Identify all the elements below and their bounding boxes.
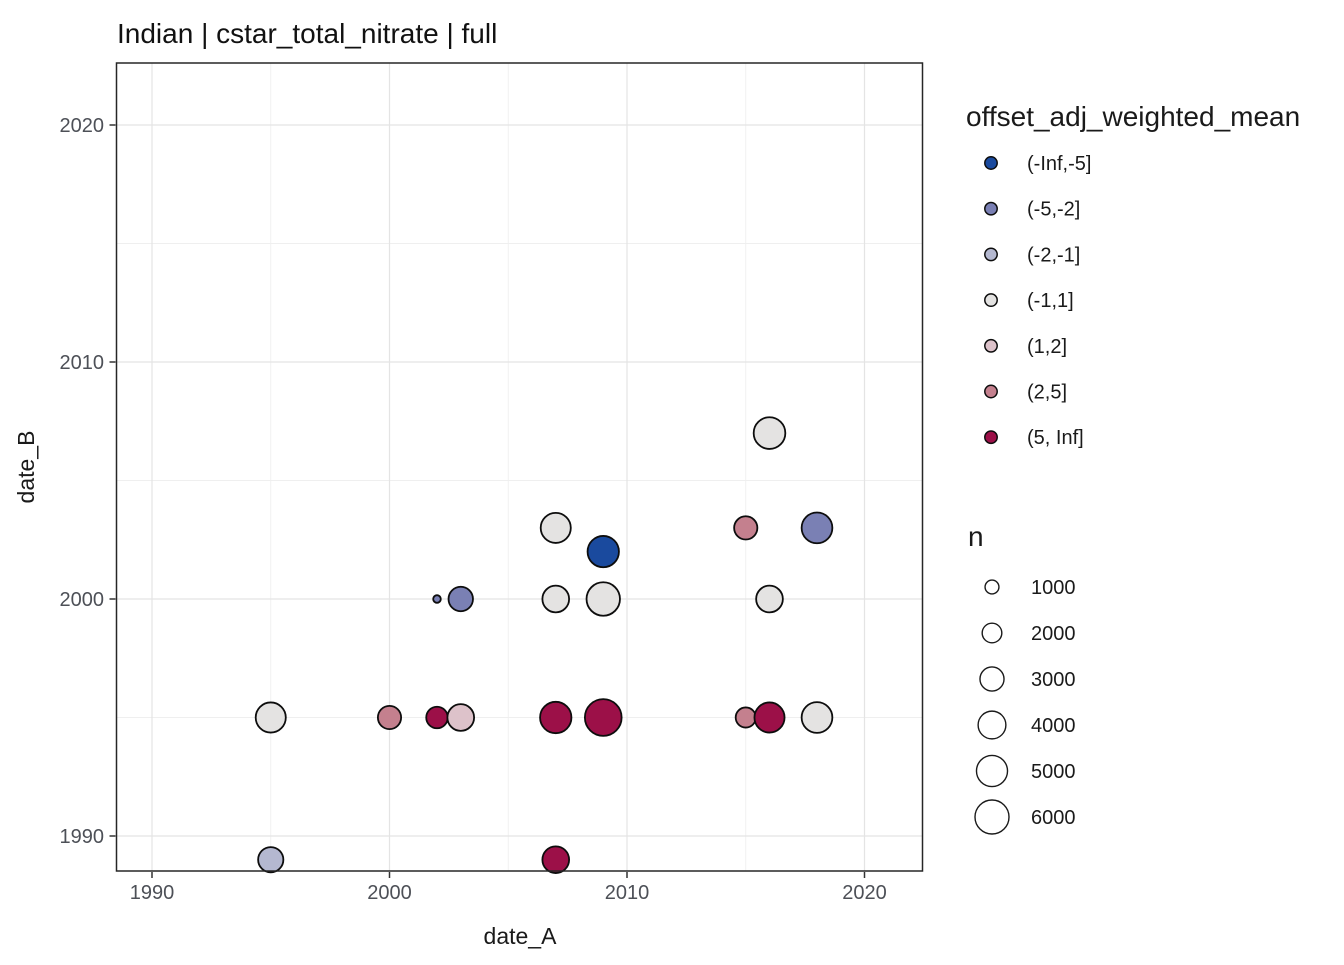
color-legend-key bbox=[984, 156, 998, 170]
size-legend-label: 2000 bbox=[1031, 623, 1076, 645]
size-legend: 1000 2000 3000 4000 5000 6000 bbox=[974, 577, 1076, 835]
size-legend-key bbox=[981, 622, 1003, 644]
x-tick-label: 1990 bbox=[130, 882, 175, 904]
data-point bbox=[539, 511, 572, 544]
color-legend-key bbox=[984, 384, 998, 399]
color-legend-title: offset_adj_weighted_mean bbox=[966, 101, 1300, 132]
data-point bbox=[541, 845, 571, 874]
y-tick-label: 2020 bbox=[60, 115, 105, 137]
size-legend-label: 6000 bbox=[1031, 807, 1076, 829]
data-point bbox=[376, 704, 403, 731]
axis-tick-layer: 1990 2000 2010 2020 1990 2000 2010 2020 bbox=[60, 115, 887, 904]
size-legend-key bbox=[975, 754, 1009, 788]
size-legend-key bbox=[974, 799, 1010, 835]
color-legend-key bbox=[984, 247, 998, 262]
x-tick-label: 2020 bbox=[842, 882, 887, 904]
panel-border bbox=[115, 62, 924, 872]
data-point bbox=[734, 706, 757, 729]
data-point bbox=[425, 705, 449, 730]
size-legend-title: n bbox=[968, 521, 984, 552]
data-point bbox=[586, 535, 620, 569]
color-legend-label: (2,5] bbox=[1027, 382, 1067, 404]
data-point bbox=[752, 416, 787, 450]
size-legend-key bbox=[979, 666, 1005, 692]
data-point bbox=[800, 511, 834, 545]
x-axis-title: date_A bbox=[484, 923, 558, 949]
color-legend-label: (-Inf,-5] bbox=[1027, 153, 1091, 175]
color-legend-label: (5, Inf] bbox=[1027, 427, 1084, 449]
size-legend-key bbox=[984, 579, 1000, 595]
size-legend-label: 1000 bbox=[1031, 577, 1076, 599]
data-point bbox=[539, 700, 573, 735]
grid-layer bbox=[116, 63, 923, 871]
data-point bbox=[257, 846, 285, 874]
color-legend-key bbox=[984, 293, 998, 308]
data-point bbox=[541, 584, 571, 614]
size-legend-label: 5000 bbox=[1031, 761, 1076, 783]
size-legend-label: 4000 bbox=[1031, 715, 1076, 737]
data-point bbox=[447, 585, 474, 613]
data-point bbox=[585, 581, 621, 617]
data-point bbox=[755, 584, 784, 614]
plot-title: Indian | cstar_total_nitrate | full bbox=[117, 18, 497, 49]
size-legend-key bbox=[977, 710, 1007, 740]
size-legend-label: 3000 bbox=[1031, 669, 1076, 691]
data-point bbox=[583, 698, 623, 737]
x-tick-label: 2010 bbox=[605, 882, 650, 904]
color-legend-label: (1,2] bbox=[1027, 336, 1067, 358]
color-legend-label: (-2,-1] bbox=[1027, 244, 1080, 266]
data-point bbox=[432, 594, 442, 604]
data-point bbox=[800, 701, 834, 734]
color-legend: (-Inf,-5] (-5,-2] (-2,-1] (-1,1] (1,2] (2,5] (… bbox=[984, 153, 1091, 449]
data-point bbox=[753, 701, 786, 734]
points-layer bbox=[254, 416, 834, 874]
y-tick-label: 2000 bbox=[60, 589, 105, 611]
color-legend-key bbox=[984, 201, 998, 216]
color-legend-label: (-1,1] bbox=[1027, 290, 1074, 312]
color-legend-label: (-5,-2] bbox=[1027, 199, 1080, 221]
y-axis-title: date_B bbox=[13, 431, 39, 504]
y-tick-label: 1990 bbox=[60, 826, 105, 848]
color-legend-key bbox=[984, 430, 998, 445]
data-point bbox=[446, 703, 476, 732]
y-tick-label: 2010 bbox=[60, 352, 105, 374]
data-point bbox=[733, 515, 759, 541]
data-point bbox=[254, 701, 287, 734]
color-legend-key bbox=[984, 338, 998, 353]
x-tick-label: 2000 bbox=[367, 882, 412, 904]
